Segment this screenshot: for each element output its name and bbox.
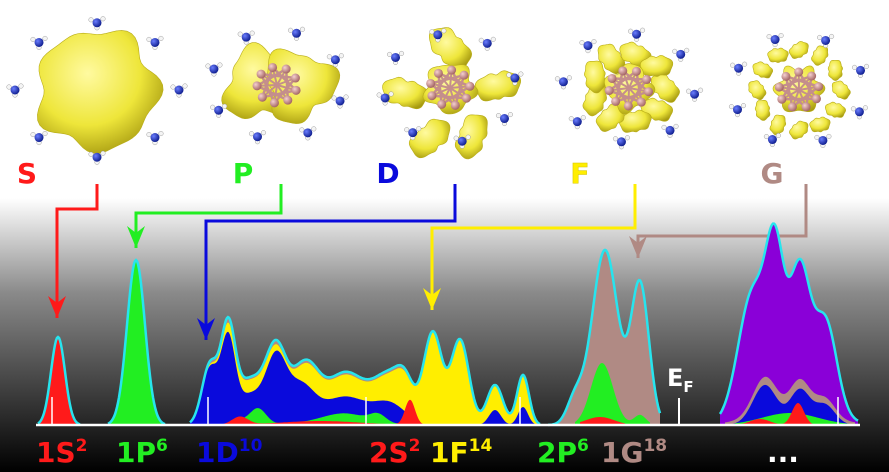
- orbital-cloud-1: [205, 26, 349, 145]
- band-2p-area: [575, 363, 650, 425]
- cluster-core: [774, 67, 824, 112]
- shell-name: 1P: [116, 436, 156, 469]
- band-upper-red-area: [740, 403, 850, 425]
- band-2s-area: [215, 399, 425, 425]
- band-1p-envelope: [107, 258, 166, 426]
- arrow-g: [629, 184, 808, 258]
- shell-label-1g: 1G18: [601, 436, 667, 469]
- shell-name: 2P: [537, 436, 577, 469]
- orbital-arrows: [48, 184, 808, 340]
- band-upper-envelope: [718, 222, 859, 422]
- orbital-isosurfaces: [6, 16, 870, 165]
- shell-name: 1D: [196, 436, 239, 469]
- ligand-molecules: [6, 16, 188, 165]
- density-of-states-plot: [36, 222, 860, 427]
- shell-label-2p: 2P6: [537, 436, 589, 469]
- shell-name: 2S: [369, 436, 409, 469]
- fermi-level-label: EF: [667, 364, 694, 396]
- ligand-molecules: [376, 28, 524, 149]
- band-mixed-green-area: [215, 408, 420, 425]
- ligand-molecules: [205, 26, 349, 145]
- band-1s-envelope: [37, 335, 81, 426]
- orbital-cloud-4: [728, 33, 870, 148]
- orbital-letter-s: S: [17, 157, 37, 190]
- band-2p-red-area: [580, 417, 625, 425]
- orbital-letter-d: D: [376, 157, 399, 190]
- arrow-s: [48, 184, 99, 318]
- shell-occupancy: 2: [76, 436, 88, 456]
- orbital-cloud-0: [6, 16, 188, 165]
- orbital-letter-p: P: [233, 157, 254, 190]
- band-upper-violet-area: [720, 223, 858, 425]
- shell-label-2s: 2S2: [369, 436, 421, 469]
- shell-occupancy: 14: [469, 436, 493, 456]
- orbital-cloud-2: [376, 27, 524, 160]
- shell-label-1p: 1P6: [116, 436, 168, 469]
- orbital-letter-g: G: [761, 157, 784, 190]
- band-mixed-envelope: [189, 315, 541, 426]
- orbital-letter-f: F: [570, 157, 589, 190]
- shell-label-1f: 1F14: [430, 436, 492, 469]
- arrow-f: [423, 184, 637, 310]
- ligand-molecules: [554, 27, 704, 150]
- ligand-molecules: [728, 33, 870, 148]
- fermi-level-subscript: F: [683, 378, 693, 396]
- shell-occupancy: 6: [156, 436, 168, 456]
- arrow-d: [197, 184, 457, 340]
- shell-occupancy: 2: [409, 436, 421, 456]
- cluster-core: [426, 65, 475, 110]
- band-1g-envelope: [548, 248, 662, 427]
- orbital-cloud-3: [554, 27, 704, 150]
- cluster-core: [252, 62, 301, 108]
- shell-name: 1F: [430, 436, 469, 469]
- shell-name: 1S: [36, 436, 76, 469]
- shell-occupancy: 6: [577, 436, 589, 456]
- ellipsis: ...: [767, 436, 799, 469]
- band-upper-blue-area: [725, 384, 855, 425]
- band-1f-blue-area: [480, 407, 535, 425]
- shell-occupancy: 10: [239, 436, 263, 456]
- shell-name: 1G: [601, 436, 643, 469]
- shell-label-1s: 1S2: [36, 436, 88, 469]
- arrow-p: [127, 184, 283, 248]
- shell-label-1d: 1D10: [196, 436, 263, 469]
- cluster-core: [604, 66, 654, 111]
- shell-labels: 1S2 1P6 1D10 2S2 1F14 2P6 1G18: [36, 436, 667, 469]
- band-1d-area: [190, 331, 420, 425]
- shell-occupancy: 18: [643, 436, 667, 456]
- band-1g-area: [548, 249, 660, 425]
